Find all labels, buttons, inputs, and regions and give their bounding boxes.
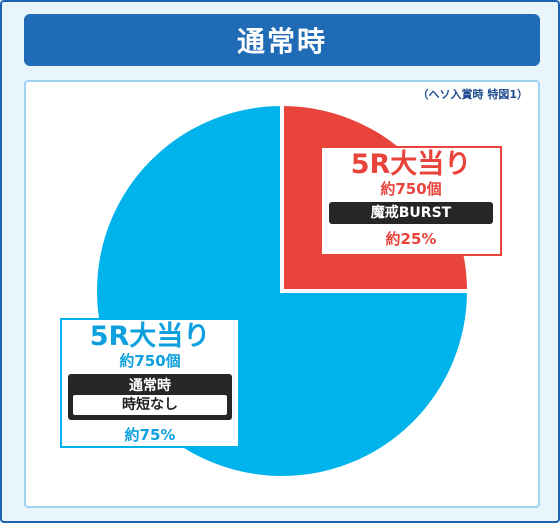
label-blue-title: 5R大当り: [89, 321, 211, 352]
label-blue-count: 約750個: [119, 352, 181, 370]
page-title: 通常時: [24, 14, 540, 66]
label-blue: 5R大当り 約750個 通常時 時短なし 約75%: [60, 318, 240, 448]
label-red-mode: 魔戒BURST: [329, 202, 493, 224]
label-red-pct: 約25%: [385, 230, 437, 248]
label-red: 5R大当り 約750個 魔戒BURST 約25%: [320, 146, 502, 256]
label-blue-mode: 通常時: [129, 378, 171, 394]
label-red-title: 5R大当り: [350, 149, 472, 180]
label-blue-pct: 約75%: [124, 426, 176, 444]
label-blue-mode-box: 通常時 時短なし: [68, 374, 232, 420]
chart-note: （ヘソ入賞時 特図1）: [417, 88, 528, 101]
label-red-count: 約750個: [380, 180, 442, 198]
label-blue-sub: 時短なし: [73, 395, 227, 415]
